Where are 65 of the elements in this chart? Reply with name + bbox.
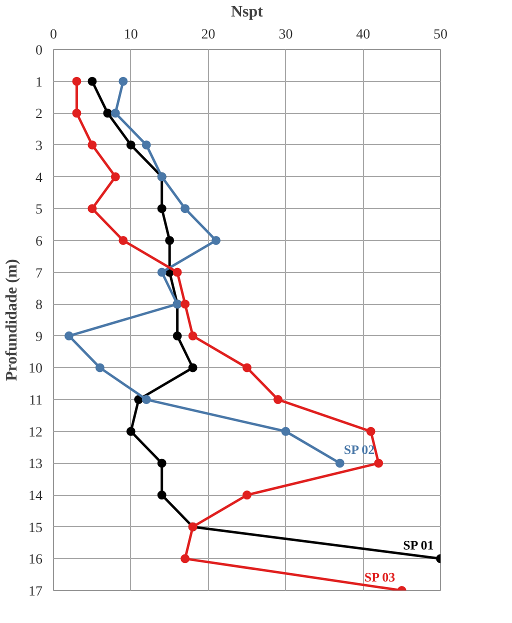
point [95,363,104,372]
point [88,76,97,86]
point [110,108,120,118]
point [72,108,82,118]
point [157,490,166,500]
y-tick-label: 2 [36,107,42,122]
point [212,236,221,245]
point [366,426,376,436]
y-tick-label: 9 [36,330,42,345]
series-label: SP 02 [344,442,375,458]
point [172,268,182,277]
x-axis-title: Nspt [230,4,264,20]
point [374,458,384,468]
point [335,458,344,468]
x-tick-label: 40 [356,28,370,42]
point [180,204,190,214]
x-tick-label: 10 [124,28,138,42]
point [242,490,252,500]
point [142,140,151,150]
point [118,236,128,245]
point [103,108,112,118]
point [88,140,97,150]
x-tick-label: 50 [434,28,448,42]
point [88,204,97,214]
point [165,236,174,245]
series-label: SP 03 [364,570,396,584]
point [172,331,182,340]
point [180,554,190,564]
y-tick-label: 5 [36,202,42,218]
point [126,140,136,150]
point [126,426,136,436]
y-tick-label: 10 [28,362,42,377]
point [157,268,166,277]
point [110,172,120,182]
point [242,363,252,372]
y-tick-label: 17 [28,584,42,600]
y-tick-label: 6 [36,234,42,250]
y-tick-label: 4 [36,170,42,186]
y-tick-label: 14 [28,489,42,504]
x-tick-label: 0 [50,28,57,42]
point [188,363,198,372]
point [188,331,198,340]
y-tick-label: 7 [36,266,42,282]
point [157,458,166,468]
point [64,331,74,340]
series-label: SP 01 [403,538,434,553]
y-tick-label: 3 [36,138,42,154]
point [72,76,82,86]
point [180,300,190,309]
y-tick-label: 13 [28,457,42,472]
x-tick-label: 20 [201,28,216,42]
y-tick-label: 8 [36,298,42,314]
y-tick-label: 16 [28,552,42,568]
point [281,426,290,436]
y-tick-label: 11 [29,394,43,409]
point [118,76,128,86]
y-tick-label: 0 [36,44,42,58]
x-tick-label: 30 [278,28,293,42]
y-axis-title: Profundidade (m) [4,259,20,381]
y-tick-label: 12 [28,425,42,440]
y-tick-label: 1 [36,75,42,90]
point [157,204,166,214]
y-tick-label: 15 [28,520,42,536]
point [142,395,151,404]
point [273,395,282,404]
